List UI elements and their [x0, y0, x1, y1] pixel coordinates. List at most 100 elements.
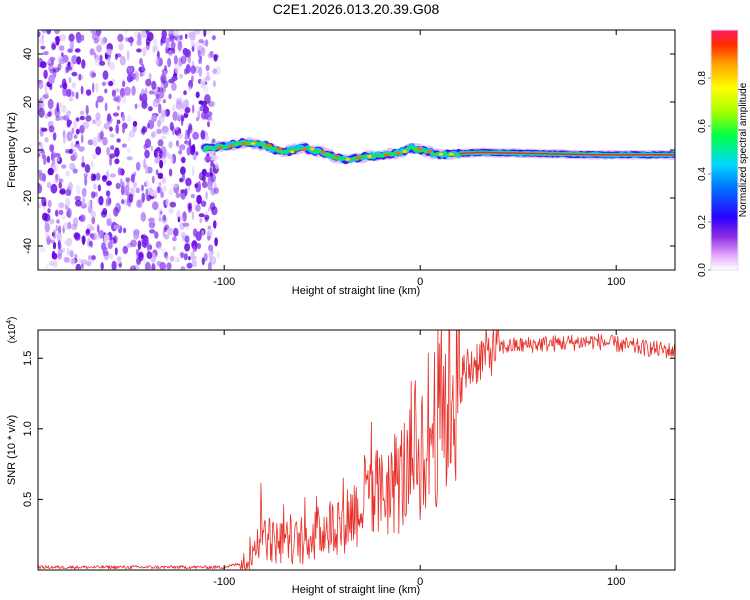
noise-blob	[106, 196, 112, 207]
noise-blob	[175, 192, 181, 199]
noise-blob	[185, 177, 192, 187]
noise-blob	[52, 229, 57, 240]
noise-blob	[120, 185, 125, 196]
track-hotspot	[320, 150, 326, 154]
noise-blob	[158, 181, 162, 187]
noise-blob	[103, 122, 111, 130]
noise-blob	[182, 47, 189, 56]
noise-blob	[78, 73, 82, 81]
noise-blob	[102, 250, 109, 257]
noise-blob	[184, 33, 188, 40]
noise-blob	[122, 95, 127, 104]
noise-blob	[151, 263, 156, 270]
noise-blob	[38, 169, 43, 176]
noise-blob	[56, 232, 63, 243]
noise-blob	[81, 197, 86, 207]
noise-blob	[50, 183, 58, 194]
noise-blob	[201, 257, 205, 266]
noise-blob	[114, 247, 118, 256]
noise-blob	[81, 155, 85, 164]
noise-blob	[45, 235, 52, 244]
noise-blob	[122, 80, 126, 88]
y-tick-label: 0	[22, 147, 34, 153]
noise-blob	[148, 221, 156, 229]
noise-blob	[65, 170, 71, 177]
colorbar-tick-label: 0.6	[697, 119, 708, 133]
noise-blob	[75, 144, 81, 149]
colorbar-tick-label: 0.0	[697, 263, 708, 277]
noise-blob	[167, 30, 174, 35]
noise-blob	[38, 202, 42, 209]
noise-blob	[203, 30, 207, 37]
noise-blob	[95, 59, 100, 67]
noise-blob	[75, 184, 81, 195]
noise-blob	[125, 177, 131, 183]
noise-blob	[211, 35, 216, 41]
noise-blob	[47, 111, 52, 117]
noise-blob	[52, 260, 58, 268]
noise-blob	[96, 44, 102, 53]
noise-blob	[148, 73, 152, 81]
snr-series-line	[38, 330, 675, 570]
noise-blob	[172, 246, 176, 251]
noise-blob	[171, 75, 178, 81]
noise-blob	[190, 40, 195, 46]
noise-blob	[114, 95, 122, 103]
noise-blob	[71, 55, 78, 65]
noise-blob	[140, 212, 146, 222]
noise-blob	[65, 112, 71, 118]
noise-blob	[68, 181, 73, 191]
noise-blob	[51, 252, 58, 260]
noise-blob	[179, 34, 183, 41]
noise-blob	[175, 210, 182, 220]
noise-blob	[174, 124, 179, 131]
noise-blob	[168, 168, 173, 177]
noise-blob	[162, 214, 167, 222]
noise-blob	[45, 263, 49, 270]
noise-blob	[75, 117, 80, 122]
noise-blob	[128, 135, 131, 142]
track-hotspot	[241, 142, 247, 146]
noise-blob	[111, 89, 116, 98]
noise-blob	[207, 206, 211, 212]
noise-blob	[111, 260, 117, 270]
noise-blob	[41, 127, 48, 132]
noise-blob	[103, 250, 110, 261]
noise-blob	[191, 46, 195, 52]
noise-blob	[192, 131, 200, 140]
noise-blob	[84, 164, 91, 173]
noise-blob	[192, 166, 195, 177]
noise-blob	[130, 239, 137, 248]
noise-blob	[204, 39, 209, 47]
noise-blob	[112, 112, 119, 117]
noise-blob	[133, 229, 140, 236]
noise-blob	[193, 30, 201, 35]
noise-blob	[208, 261, 212, 270]
noise-blob	[162, 185, 167, 193]
noise-blob	[160, 210, 163, 215]
noise-blob	[109, 62, 116, 71]
noise-blob	[43, 201, 47, 207]
noise-blob	[145, 164, 149, 175]
noise-blob	[68, 97, 74, 102]
noise-blob	[52, 132, 57, 141]
noise-blob	[55, 209, 59, 217]
noise-blob	[67, 61, 71, 68]
noise-blob	[204, 111, 209, 120]
noise-blob	[79, 110, 85, 116]
noise-blob	[191, 143, 196, 153]
colorbar-label: Normalized spectral amplitude	[738, 82, 749, 217]
colorbar-frame	[710, 29, 739, 271]
noise-blob	[87, 200, 92, 208]
noise-blob	[109, 133, 115, 138]
noise-blob	[213, 54, 218, 62]
noise-blob	[38, 107, 45, 118]
noise-blob	[154, 97, 161, 103]
noise-blob	[59, 33, 66, 42]
noise-blob	[203, 252, 208, 262]
noise-blob	[129, 265, 137, 270]
noise-blob	[71, 223, 78, 231]
noise-blob	[127, 114, 132, 123]
noise-blob	[69, 162, 76, 171]
noise-blob	[188, 85, 192, 91]
